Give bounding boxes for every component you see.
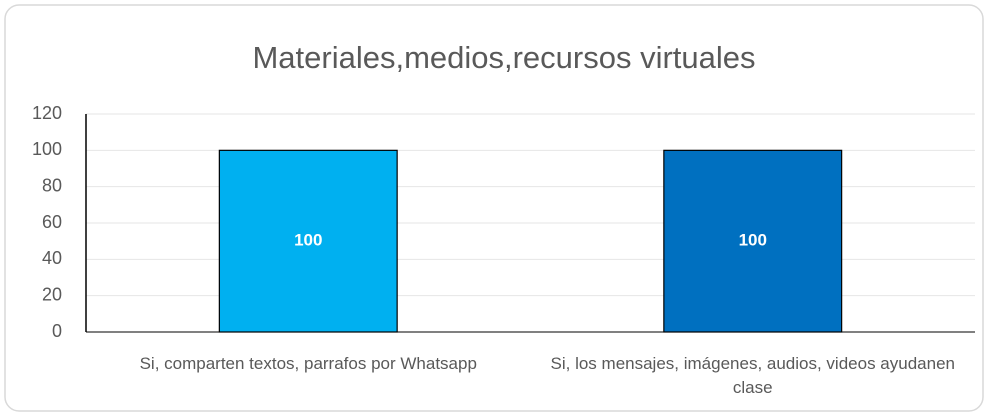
y-tick-label: 0 bbox=[52, 321, 62, 341]
y-tick-label: 60 bbox=[42, 212, 62, 232]
y-tick-label: 80 bbox=[42, 175, 62, 195]
chart-title: Materiales,medios,recursos virtuales bbox=[252, 40, 755, 75]
y-tick-label: 20 bbox=[42, 284, 62, 304]
y-tick-label: 40 bbox=[42, 248, 62, 268]
data-label: 100 bbox=[294, 231, 322, 250]
data-label: 100 bbox=[739, 231, 767, 250]
y-tick-label: 120 bbox=[32, 103, 62, 123]
bar bbox=[218, 149, 398, 333]
y-tick-label: 100 bbox=[32, 139, 62, 159]
x-tick-label: Si, comparten textos, parrafos por Whats… bbox=[139, 354, 477, 373]
bar bbox=[663, 149, 843, 333]
x-tick-label: Si, los mensajes, imágenes, audios, vide… bbox=[550, 354, 955, 397]
